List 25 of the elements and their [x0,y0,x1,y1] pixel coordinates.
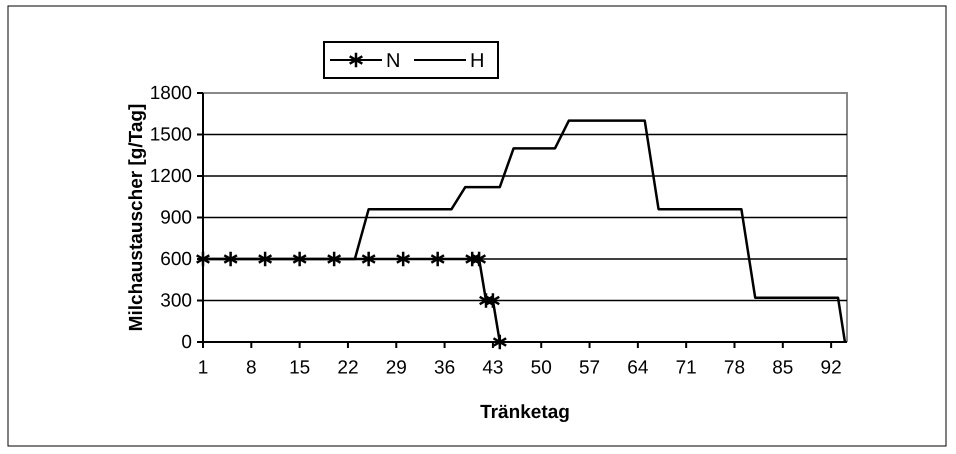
x-tick-label: 8 [246,357,257,378]
y-axis-title: Milchaustauscher [g/Tag] [126,104,147,332]
y-tick-label: 300 [160,290,192,312]
y-tick-label: 600 [160,249,192,270]
legend-label: H [470,50,484,72]
x-tick-label: 29 [386,357,407,378]
x-tick-label: 64 [627,357,649,378]
x-tick-label: 22 [337,357,359,378]
x-tick-label: 85 [772,357,794,378]
y-tick-label: 1200 [150,166,192,188]
x-tick-label: 71 [676,357,697,378]
y-tick-label: 1500 [150,124,192,146]
y-tick-label: 900 [160,208,192,229]
x-tick-label: 43 [482,357,504,378]
x-tick-label: 1 [198,357,208,378]
x-tick-label: 92 [820,357,842,378]
x-tick-label: 57 [578,357,600,378]
x-tick-label: 15 [289,357,310,378]
x-axis-title: Tränketag [480,402,570,423]
y-tick-label: 0 [181,332,192,354]
legend-label: N [386,50,400,72]
x-tick-label: 50 [530,357,552,378]
x-tick-label: 36 [434,357,456,378]
x-tick-label: 78 [724,357,746,378]
y-tick-label: 1800 [150,83,192,104]
